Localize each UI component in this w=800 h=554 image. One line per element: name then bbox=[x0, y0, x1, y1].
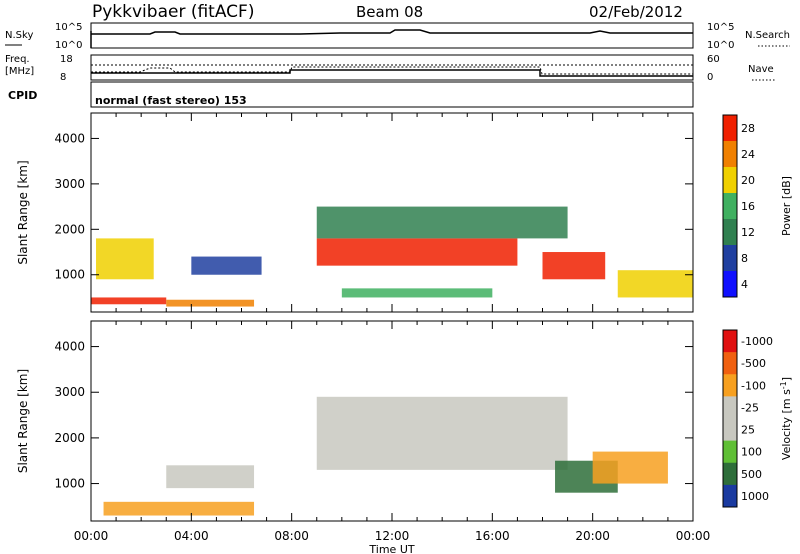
station-title: Pykkvibaer (fitACF) bbox=[92, 2, 254, 22]
colorbar-tick-label: -25 bbox=[741, 401, 759, 414]
data-region-5 bbox=[316, 206, 568, 239]
colorbar-label: Power [dB] bbox=[780, 176, 793, 236]
x-axis-label: Time UT bbox=[368, 543, 414, 554]
data-region-1 bbox=[166, 299, 255, 307]
colorbar-tick-label: -500 bbox=[741, 357, 766, 370]
colorbar-segment bbox=[723, 352, 737, 375]
nave-label: Nave bbox=[748, 64, 774, 75]
y-tick-label: 4000 bbox=[54, 131, 85, 145]
colorbar-label: Velocity [m s-1] bbox=[779, 377, 793, 460]
time-axis: 00:00 04:00 08:00 12:00 16:00 20:00 00:00 Time … bbox=[74, 529, 711, 554]
y-tick-label: 2000 bbox=[54, 222, 85, 236]
nsky-panel: N.Sky 10^5 10^0 10^5 10^0 N.Search bbox=[5, 22, 790, 51]
beam-title: Beam 08 bbox=[356, 3, 423, 21]
colorbar-segment bbox=[723, 141, 737, 168]
nsky-trace bbox=[91, 29, 693, 35]
y-tick-label: 1000 bbox=[54, 268, 85, 282]
nsearch-tick-bottom: 10^0 bbox=[707, 40, 734, 51]
colorbar-tick-label: 100 bbox=[741, 446, 762, 459]
colorbar-segment bbox=[723, 418, 737, 442]
colorbar-segment bbox=[723, 115, 737, 142]
data-region-2 bbox=[96, 238, 154, 280]
y-axis-label: Slant Range [km] bbox=[16, 160, 30, 264]
x-tick-label: 00:00 bbox=[74, 529, 109, 543]
nsky-tick-top: 10^5 bbox=[55, 22, 82, 33]
data-region-1 bbox=[166, 465, 255, 489]
colorbar-frame bbox=[722, 114, 738, 298]
data-region-8 bbox=[617, 270, 693, 298]
colorbar-segment bbox=[723, 271, 737, 298]
colorbar-label-name: Velocity bbox=[780, 416, 793, 460]
colorbar-segment bbox=[723, 193, 737, 220]
x-tick-label: 16:00 bbox=[475, 529, 510, 543]
colorbar-segment bbox=[723, 245, 737, 272]
y-tick-label: 2000 bbox=[54, 431, 85, 445]
freq-tick-top: 18 bbox=[60, 54, 73, 65]
colorbar-tick-label: 8 bbox=[741, 252, 748, 265]
date-title: 02/Feb/2012 bbox=[589, 3, 683, 21]
colorbar-unit: [m s bbox=[780, 389, 793, 414]
colorbar-tick-label: 1000 bbox=[741, 490, 769, 503]
nsky-label: N.Sky bbox=[5, 30, 33, 41]
data-region-6 bbox=[341, 288, 493, 298]
data-region-3 bbox=[191, 256, 262, 275]
colorbar-unit-exp: -1 bbox=[779, 381, 788, 389]
freq-label-1: Freq. bbox=[5, 54, 30, 65]
colorbar-segment bbox=[723, 167, 737, 194]
freq-panel: Freq. [MHz] 18 8 60 0 Nave bbox=[5, 54, 775, 83]
nsky-tick-bottom: 10^0 bbox=[55, 40, 82, 51]
y-tick-label: 4000 bbox=[54, 340, 85, 354]
colorbar-tick-label: 24 bbox=[741, 148, 755, 161]
y-tick-label: 3000 bbox=[54, 385, 85, 399]
data-region-0 bbox=[103, 501, 255, 516]
colorbar-tick-label: 28 bbox=[741, 122, 755, 135]
y-tick-label: 1000 bbox=[54, 477, 85, 491]
x-tick-label: 04:00 bbox=[174, 529, 209, 543]
freq-label-2: [MHz] bbox=[5, 66, 34, 77]
colorbar-segment bbox=[723, 219, 737, 246]
y-tick-label: 3000 bbox=[54, 177, 85, 191]
x-tick-label: 08:00 bbox=[274, 529, 309, 543]
colorbar-segment bbox=[723, 484, 737, 508]
velocity-panel: 1000 2000 3000 4000 Slant Range [km] 1000 500 1… bbox=[16, 320, 793, 522]
colorbar-frame bbox=[722, 329, 738, 508]
colorbar-segment bbox=[723, 396, 737, 419]
y-axis-label: Slant Range [km] bbox=[16, 369, 30, 473]
power-panel: 1000 2000 3000 4000 Slant Range [km] 4 8 12 16 20… bbox=[16, 112, 793, 313]
freq-trace bbox=[91, 69, 693, 77]
colorbar-tick-label: 25 bbox=[741, 424, 755, 437]
colorbar-segment bbox=[723, 462, 737, 486]
nsearch-label: N.Search bbox=[745, 30, 790, 41]
colorbar-segment bbox=[723, 330, 737, 353]
cpid-text: normal (fast stereo) 153 bbox=[95, 94, 247, 107]
freq-tick-bottom: 8 bbox=[60, 72, 66, 83]
colorbar-tick-label: 16 bbox=[741, 200, 755, 213]
data-region-7 bbox=[542, 252, 606, 280]
data-region-0 bbox=[91, 297, 167, 305]
colorbar-segment bbox=[723, 374, 737, 397]
cpid-row: CPID normal (fast stereo) 153 bbox=[8, 81, 694, 108]
colorbar-tick-label: 12 bbox=[741, 226, 755, 239]
nsearch-tick-top: 10^5 bbox=[707, 22, 734, 33]
colorbar-tick-label: 500 bbox=[741, 468, 762, 481]
x-tick-label: 20:00 bbox=[575, 529, 610, 543]
x-tick-label: 12:00 bbox=[375, 529, 410, 543]
data-region-4 bbox=[316, 238, 518, 266]
colorbar-tick-label: 20 bbox=[741, 174, 755, 187]
colorbar-tick-label: 4 bbox=[741, 278, 748, 291]
colorbar-segment bbox=[723, 440, 737, 464]
nave-tick-top: 60 bbox=[707, 54, 720, 65]
colorbar-tick-label: -100 bbox=[741, 379, 766, 392]
cpid-label: CPID bbox=[8, 89, 37, 102]
data-region-4 bbox=[592, 451, 668, 484]
colorbar-unit-close: ] bbox=[780, 377, 793, 381]
colorbar-tick-label: -1000 bbox=[741, 335, 773, 348]
data-region-2 bbox=[316, 396, 568, 470]
x-tick-label: 00:00 bbox=[676, 529, 711, 543]
nave-tick-bottom: 0 bbox=[707, 72, 713, 83]
